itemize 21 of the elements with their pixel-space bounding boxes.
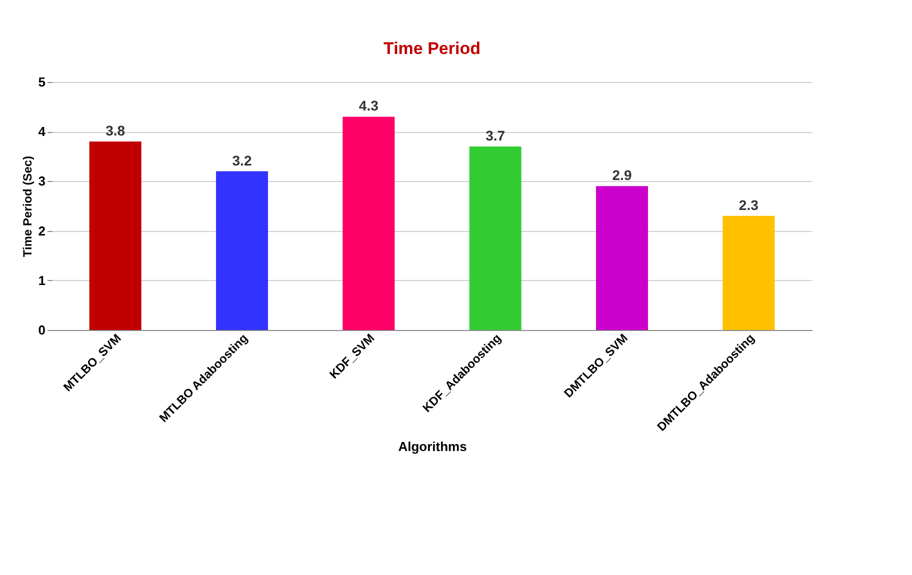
- chart-title: Time Period: [384, 39, 480, 58]
- y-tick-label: 3: [38, 174, 46, 189]
- y-tick-label: 5: [38, 74, 46, 90]
- y-tick-label: 0: [38, 322, 46, 338]
- data-label: 3.2: [232, 152, 252, 168]
- x-axis-title: Algorithms: [398, 439, 467, 454]
- bar: [469, 146, 522, 330]
- data-label: 3.8: [106, 122, 126, 139]
- bar: [596, 186, 648, 330]
- y-axis-title: Time Period (Sec): [20, 156, 34, 258]
- bar: [722, 216, 775, 330]
- y-tick-label: 4: [38, 124, 46, 140]
- bar: [342, 116, 395, 330]
- data-label: 2.9: [612, 167, 632, 184]
- data-label: 4.3: [358, 98, 379, 114]
- y-tick-label: 2: [38, 223, 46, 238]
- y-tick-label: 1: [38, 272, 46, 288]
- data-label: 3.7: [486, 127, 506, 144]
- bar: [216, 171, 268, 330]
- data-label: 2.3: [738, 196, 759, 213]
- bar: [89, 142, 142, 330]
